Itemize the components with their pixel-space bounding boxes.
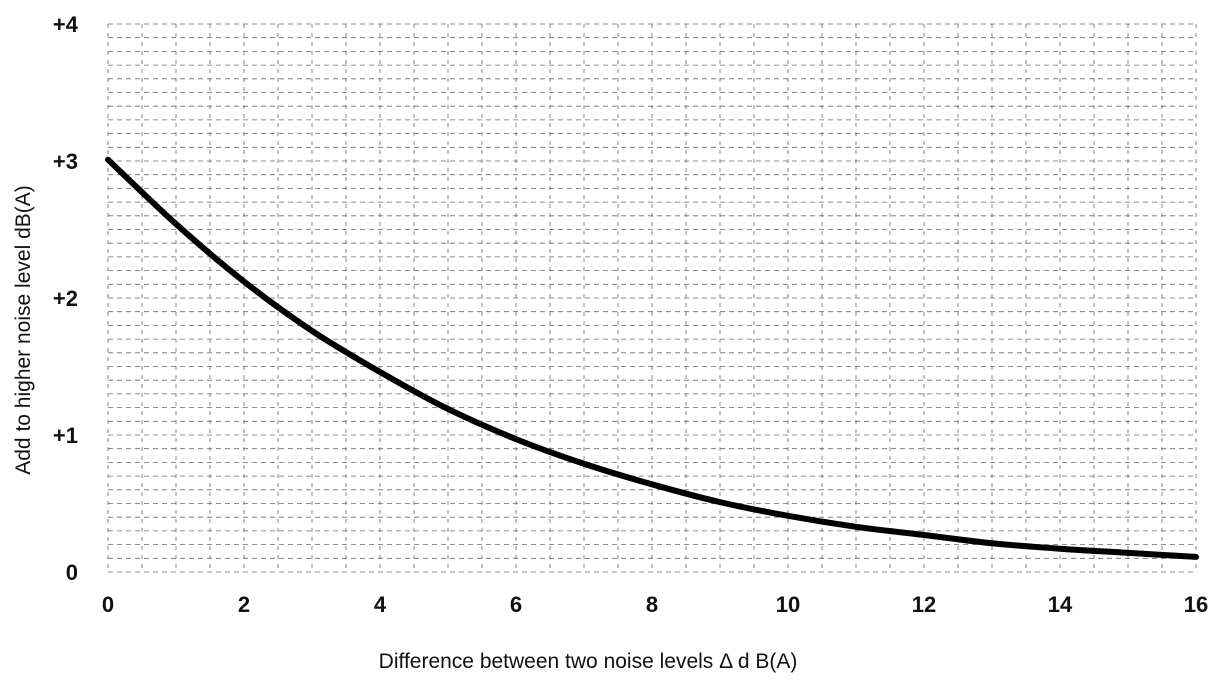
x-tick-label: 0 — [102, 592, 114, 617]
data-point — [855, 526, 857, 528]
tick-labels: 0 2 4 6 8 10 12 14 16 0 +1 +2 +3 +4 — [53, 12, 1208, 617]
y-tick-label: +1 — [53, 423, 78, 448]
x-axis-label: Difference between two noise levels Δ d … — [379, 650, 798, 673]
series-line — [105, 156, 1199, 560]
data-point — [719, 501, 721, 503]
data-point — [923, 534, 925, 536]
series-layer — [105, 156, 1199, 560]
x-tick-label: 4 — [374, 592, 387, 617]
x-tick-label: 2 — [238, 592, 250, 617]
data-point — [1127, 552, 1129, 554]
data-point — [787, 515, 789, 517]
x-tick-label: 6 — [510, 592, 522, 617]
data-point — [583, 463, 585, 465]
y-tick-label: +4 — [53, 12, 79, 37]
y-axis-label: Add to higher noise level dB(A) — [12, 185, 35, 475]
x-tick-label: 12 — [912, 592, 936, 617]
data-point — [1195, 556, 1197, 558]
x-tick-label: 14 — [1048, 592, 1073, 617]
y-tick-label: 0 — [66, 560, 78, 585]
data-point — [107, 159, 109, 161]
data-point — [651, 483, 653, 485]
data-point — [243, 281, 245, 283]
data-point — [447, 408, 449, 410]
x-tick-label: 16 — [1184, 592, 1208, 617]
x-tick-label: 8 — [646, 592, 658, 617]
data-point — [991, 542, 993, 544]
data-point — [515, 438, 517, 440]
grid — [107, 23, 1197, 573]
data-point — [311, 330, 313, 332]
y-tick-label: +3 — [53, 149, 78, 174]
data-point — [1059, 548, 1061, 550]
x-tick-label: 10 — [776, 592, 800, 617]
y-tick-label: +2 — [53, 286, 78, 311]
data-point — [379, 371, 381, 373]
data-point — [175, 223, 177, 225]
